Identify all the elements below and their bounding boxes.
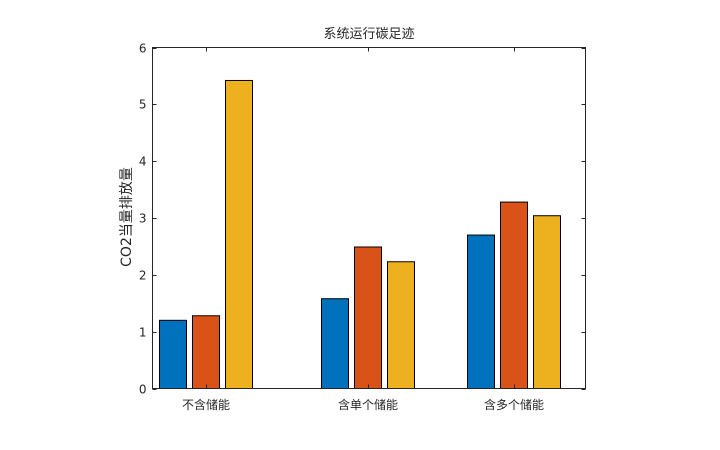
bar-1-3: [225, 79, 253, 389]
x-axis-ticks: 不含储能 含单个储能 含多个储能: [182, 47, 544, 412]
bar-3-3: [533, 215, 561, 389]
chart-title: 系统运行碳足迹: [323, 27, 414, 42]
y-tick-label: 3: [139, 212, 147, 226]
bar-3-2: [500, 201, 528, 389]
y-axis-label: CO2当量排放量: [119, 167, 135, 267]
y-tick-label: 2: [139, 269, 147, 283]
y-tick-label: 4: [139, 155, 147, 169]
bars-group: [159, 79, 561, 390]
y-tick-label: 0: [139, 383, 147, 397]
y-tick-label: 6: [139, 42, 147, 56]
x-tick-label: 含多个储能: [484, 397, 544, 412]
bar-3-1: [467, 234, 495, 389]
bar-1-1: [159, 319, 187, 389]
bar-1-2: [192, 315, 220, 389]
y-tick-label: 5: [139, 98, 147, 112]
y-tick-label: 1: [139, 326, 147, 340]
bar-2-1: [321, 298, 349, 390]
y-axis-ticks: 0 1 2 3 4 5 6: [139, 42, 586, 397]
bar-2-2: [354, 246, 382, 389]
bar-2-3: [387, 261, 415, 389]
x-tick-label: 含单个储能: [338, 397, 398, 412]
x-tick-label: 不含储能: [182, 397, 230, 412]
